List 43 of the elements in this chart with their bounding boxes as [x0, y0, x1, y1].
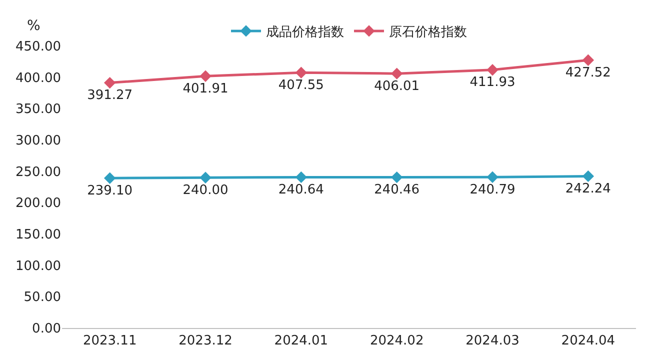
point: [390, 68, 403, 80]
x-tick-label: 2024.02: [370, 334, 424, 349]
point: [104, 76, 116, 89]
data-label: 240.00: [182, 182, 228, 198]
legend-label: 成品价格指数: [266, 25, 344, 40]
data-label: 240.64: [278, 182, 324, 198]
data-label: 240.46: [374, 182, 420, 198]
data-label: 239.10: [87, 184, 133, 199]
y-tick-label: 300.00: [16, 134, 61, 149]
data-label: 240.79: [470, 182, 516, 198]
point: [582, 54, 594, 66]
legend-label: 原石价格指数: [389, 25, 467, 40]
point: [390, 171, 403, 184]
data-label: 427.52: [565, 65, 611, 80]
data-label: 407.55: [278, 78, 324, 93]
y-tick-label: 150.00: [16, 228, 61, 243]
y-tick-label: 0.00: [32, 322, 61, 337]
point: [582, 170, 594, 182]
y-tick-label: 450.00: [16, 40, 61, 55]
data-label: 242.24: [565, 182, 611, 197]
x-tick-label: 2024.03: [466, 334, 520, 349]
point: [200, 70, 212, 82]
data-label: 406.01: [374, 78, 420, 94]
point: [200, 172, 212, 184]
x-tick-label: 2024.04: [561, 334, 616, 349]
point: [486, 64, 498, 76]
data-label: 411.93: [470, 75, 516, 90]
point: [486, 171, 498, 183]
x-tick-label: 2024.01: [274, 334, 328, 349]
data-label: 401.91: [182, 82, 228, 97]
data-label: 391.27: [87, 88, 133, 104]
y-tick-label: 50.00: [24, 290, 61, 306]
y-axis-title: %: [27, 18, 40, 34]
y-tick-label: 350.00: [16, 102, 61, 118]
y-tick-label: 200.00: [16, 196, 61, 212]
y-tick-label: 100.00: [16, 258, 61, 274]
point: [295, 66, 308, 78]
y-tick-label: 250.00: [16, 164, 61, 180]
x-tick-label: 2023.11: [82, 334, 137, 349]
x-tick-label: 2023.12: [178, 334, 232, 349]
y-tick-label: 400.00: [16, 70, 61, 86]
point: [295, 171, 308, 184]
point: [104, 172, 116, 184]
